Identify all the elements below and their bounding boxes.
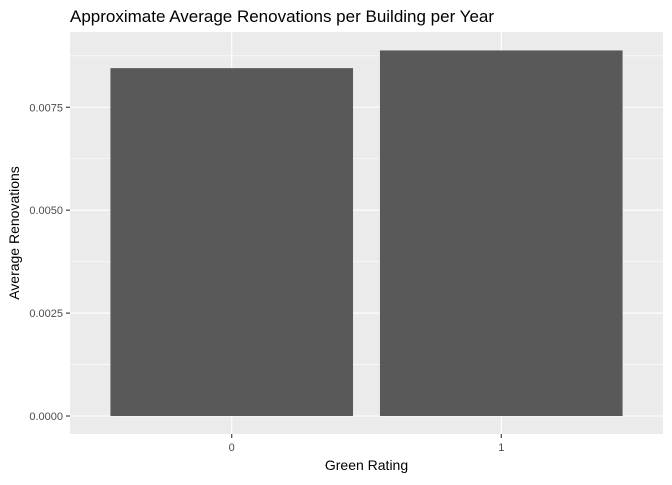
x-axis-title: Green Rating [325, 457, 408, 473]
bar-0 [110, 68, 354, 417]
x-tick-label: 1 [498, 442, 504, 454]
y-tick-label: 0.0000 [29, 411, 63, 423]
bar-1 [379, 50, 623, 417]
y-tick-label: 0.0075 [29, 102, 63, 114]
chart-title: Approximate Average Renovations per Buil… [70, 7, 494, 26]
y-tick-label: 0.0050 [29, 205, 63, 217]
bars [110, 50, 623, 417]
y-axis-title: Average Renovations [6, 166, 22, 300]
x-tick-label: 0 [229, 442, 235, 454]
y-axis: 0.0000 0.0025 0.0050 0.0075 [29, 102, 70, 423]
y-tick-label: 0.0025 [29, 308, 63, 320]
